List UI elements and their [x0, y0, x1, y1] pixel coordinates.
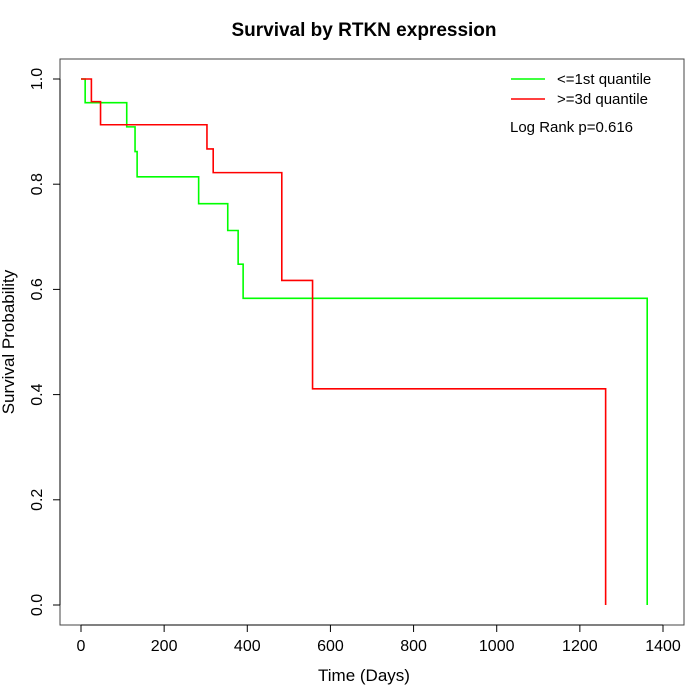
y-tick-label: 0.2	[29, 489, 46, 511]
y-tick-label: 0.8	[29, 173, 46, 195]
x-axis: 0 200 400 600 800 1000 1200 1400	[77, 624, 681, 655]
log-rank-annotation: Log Rank p=0.616	[510, 119, 633, 136]
x-tick-label: 1400	[645, 638, 681, 655]
x-tick-label: 1200	[562, 638, 598, 655]
legend-label: <=1st quantile	[557, 71, 651, 88]
y-axis-label: Survival Probability	[0, 269, 18, 414]
y-axis: 0.0 0.2 0.4 0.6 0.8 1.0	[29, 68, 61, 616]
x-tick-label: 400	[234, 638, 261, 655]
x-tick-label: 1000	[479, 638, 515, 655]
plot-area	[59, 58, 685, 626]
y-tick-label: 0.4	[29, 383, 46, 405]
x-tick-label: 800	[400, 638, 427, 655]
y-tick-label: 0.0	[29, 594, 46, 616]
legend: <=1st quantile >=3d quantile	[511, 71, 651, 108]
chart-title: Survival by RTKN expression	[231, 20, 496, 41]
survival-curve-series-1	[81, 78, 649, 605]
survival-curves	[81, 78, 649, 605]
x-tick-label: 0	[77, 638, 86, 655]
y-tick-label: 1.0	[29, 68, 46, 90]
x-axis-label: Time (Days)	[318, 666, 410, 685]
y-tick-label: 0.6	[29, 278, 46, 300]
x-tick-label: 200	[151, 638, 178, 655]
survival-curve-series-2	[81, 78, 607, 605]
legend-label: >=3d quantile	[557, 91, 648, 108]
x-tick-label: 600	[317, 638, 344, 655]
